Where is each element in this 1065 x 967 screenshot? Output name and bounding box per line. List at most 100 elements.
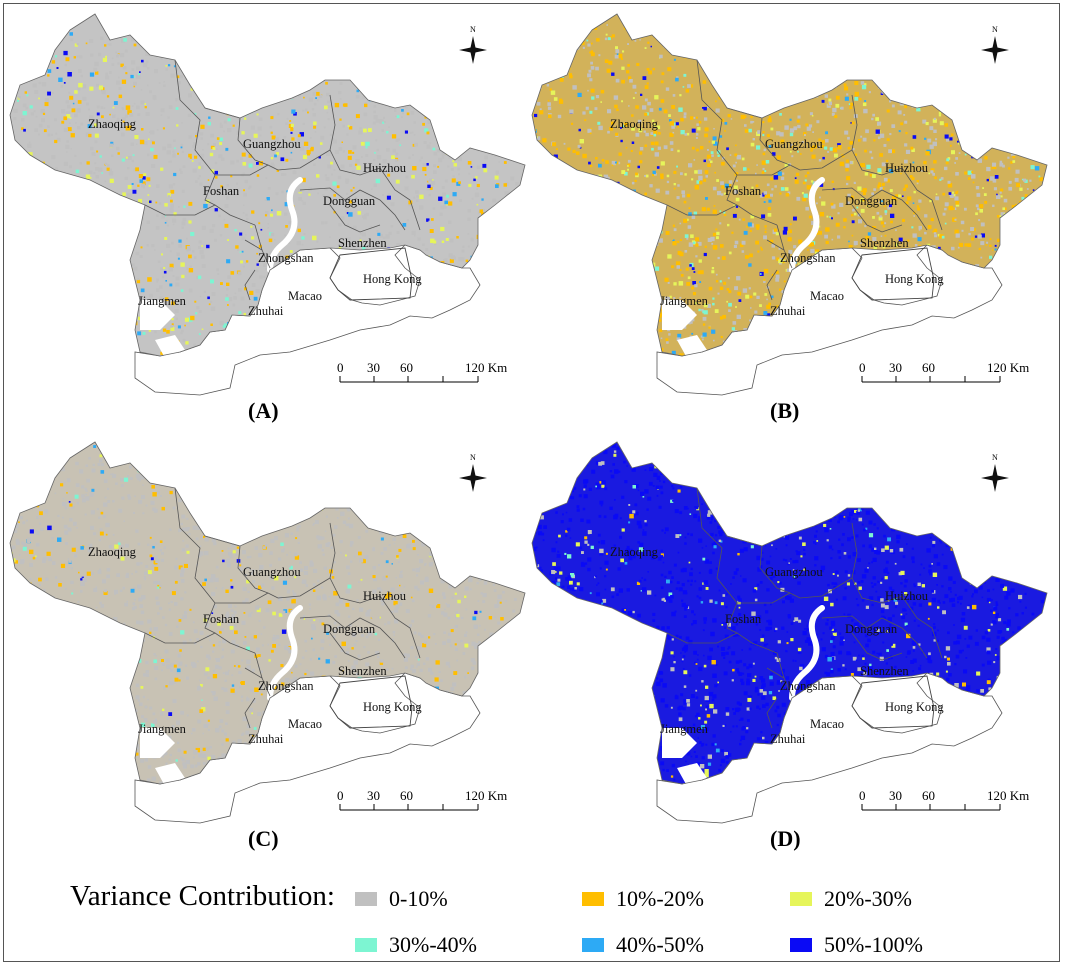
figure-frame: [3, 3, 1060, 962]
scale-bar: 0 30 60 120 Km: [859, 788, 1029, 811]
legend-item: 20%-30%: [790, 886, 912, 912]
city-label: Foshan: [203, 612, 240, 626]
north-arrow-icon: N: [981, 25, 1009, 64]
scale-tick-label: 30: [889, 788, 902, 803]
city-label: Shenzhen: [338, 236, 387, 250]
city-label: Zhuhai: [770, 304, 806, 318]
city-label: Zhongshan: [780, 679, 836, 693]
scale-tick-label: 30: [889, 360, 902, 375]
scale-tick-label: 0: [337, 788, 344, 803]
city-label: Guangzhou: [765, 565, 823, 579]
city-label: Foshan: [725, 184, 762, 198]
north-arrow-icon: N: [981, 453, 1009, 492]
legend-item: 30%-40%: [355, 932, 477, 958]
north-arrow-icon: N: [459, 25, 487, 64]
scale-bar: 0 30 60 120 Km: [337, 788, 507, 811]
panel-label-b: (B): [770, 398, 800, 423]
pearl-river: [267, 177, 303, 273]
map-panel-c: Zhaoqing Guangzhou Huizhou Foshan Dongguan Sh…: [0, 428, 530, 858]
city-label: Foshan: [203, 184, 240, 198]
panel-label-c: (C): [248, 826, 279, 851]
pearl-river: [789, 605, 825, 701]
city-label: Zhongshan: [780, 251, 836, 265]
panel-label-a: (A): [248, 398, 279, 423]
city-label: Zhaoqing: [88, 117, 137, 131]
region-outline: [531, 441, 1048, 785]
city-label: Hong Kong: [363, 272, 422, 286]
city-label: Guangzhou: [243, 137, 301, 151]
city-label: Macao: [810, 717, 844, 731]
city-label: Huizhou: [885, 161, 929, 175]
scale-bar: 0 30 60 120 Km: [337, 360, 507, 383]
scale-tick-label: 0: [337, 360, 344, 375]
city-label: Zhuhai: [248, 732, 284, 746]
map-panel-b: Zhaoqing Guangzhou Huizhou Foshan Dongguan Sh…: [522, 0, 1052, 430]
scale-tick-label: 30: [367, 360, 380, 375]
legend-label: 40%-50%: [616, 932, 704, 957]
city-label: Shenzhen: [860, 664, 909, 678]
land-area: [10, 14, 525, 356]
legend-swatch: [582, 938, 604, 952]
hong-kong-boundary: [329, 247, 413, 301]
region-outline: [9, 441, 526, 785]
city-label: Macao: [810, 289, 844, 303]
scale-tick-label: 120 Km: [987, 360, 1029, 375]
legend-swatch: [790, 938, 812, 952]
city-label: Dongguan: [845, 622, 898, 636]
city-label: Macao: [288, 717, 322, 731]
city-label: Dongguan: [323, 194, 376, 208]
legend-label: 10%-20%: [616, 886, 704, 911]
city-label: Guangzhou: [243, 565, 301, 579]
region-outline: [9, 13, 526, 357]
city-label: Hong Kong: [363, 700, 422, 714]
city-label: Zhaoqing: [88, 545, 137, 559]
scale-tick-label: 120 Km: [987, 788, 1029, 803]
scale-tick-label: 60: [922, 360, 935, 375]
city-label: Huizhou: [885, 589, 929, 603]
scale-tick-label: 60: [922, 788, 935, 803]
scale-tick-label: 30: [367, 788, 380, 803]
city-label: Hong Kong: [885, 272, 944, 286]
region-outline: [531, 13, 1048, 357]
city-label: Jiangmen: [660, 294, 709, 308]
legend-label: 30%-40%: [389, 932, 477, 957]
legend-item: 40%-50%: [582, 932, 704, 958]
city-label: Huizhou: [363, 589, 407, 603]
panel-label-d: (D): [770, 826, 801, 851]
scale-tick-label: 60: [400, 788, 413, 803]
legend-label: 50%-100%: [824, 932, 923, 957]
hong-kong-boundary: [329, 675, 413, 729]
city-label: Zhuhai: [770, 732, 806, 746]
scale-bar: 0 30 60 120 Km: [859, 360, 1029, 383]
legend-swatch: [355, 938, 377, 952]
city-label: Jiangmen: [138, 294, 187, 308]
map-panel-d: Zhaoqing Guangzhou Huizhou Foshan Dongguan Sh…: [522, 428, 1052, 858]
legend-title: Variance Contribution:: [70, 880, 335, 912]
city-label: Jiangmen: [138, 722, 187, 736]
scale-tick-label: 120 Km: [465, 788, 507, 803]
pearl-river: [267, 605, 303, 701]
city-label: Dongguan: [845, 194, 898, 208]
city-label: Huizhou: [363, 161, 407, 175]
legend-swatch: [355, 892, 377, 906]
city-label: Zhongshan: [258, 679, 314, 693]
north-arrow-icon: N: [459, 453, 487, 492]
city-label: Zhaoqing: [610, 545, 659, 559]
city-label: Jiangmen: [660, 722, 709, 736]
city-label: Shenzhen: [338, 664, 387, 678]
pearl-river: [789, 177, 825, 273]
map-panel-a: Zhaoqing Guangzhou Huizhou Foshan Dongguan Sh…: [0, 0, 530, 430]
scale-tick-label: 0: [859, 360, 866, 375]
city-label: Hong Kong: [885, 700, 944, 714]
city-label: Zhaoqing: [610, 117, 659, 131]
scale-tick-label: 60: [400, 360, 413, 375]
legend-label: 20%-30%: [824, 886, 912, 911]
legend-item: 0-10%: [355, 886, 448, 912]
legend-item: 50%-100%: [790, 932, 923, 958]
legend-item: 10%-20%: [582, 886, 704, 912]
legend-swatch: [790, 892, 812, 906]
city-label: Macao: [288, 289, 322, 303]
hong-kong-boundary: [851, 247, 935, 301]
city-label: Zhongshan: [258, 251, 314, 265]
city-label: Dongguan: [323, 622, 376, 636]
